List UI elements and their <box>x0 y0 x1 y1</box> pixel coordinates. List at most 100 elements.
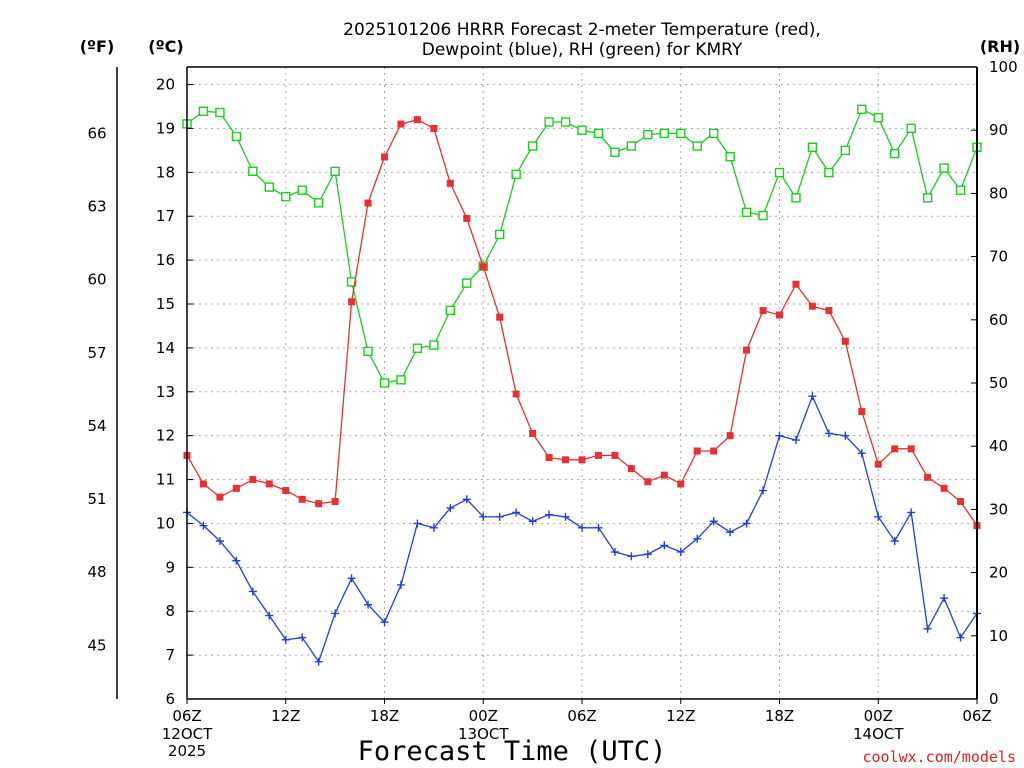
rh-tick-label: 40 <box>989 437 1008 455</box>
rh-point <box>346 277 357 287</box>
rh-point <box>824 167 834 178</box>
rh-point <box>676 128 686 139</box>
dewpoint-point <box>610 547 619 556</box>
temperature-point <box>512 390 520 398</box>
rh-point <box>955 185 966 195</box>
rh-point <box>412 343 423 353</box>
rh-point <box>873 112 883 123</box>
temperature-point <box>594 451 602 459</box>
dewpoint-point <box>874 512 883 521</box>
fahrenheit-tick-label: 48 <box>87 563 106 581</box>
dewpoint-point <box>446 504 455 513</box>
rh-point <box>297 185 307 195</box>
temperature-point <box>644 478 652 486</box>
x-tick-label: 00Z <box>864 707 893 725</box>
temperature-point <box>825 307 833 315</box>
temperature-point <box>282 487 290 495</box>
celsius-unit-label: (ºC) <box>148 37 183 56</box>
rh-point <box>248 166 258 176</box>
fahrenheit-tick-label: 54 <box>87 417 106 435</box>
rh-point <box>445 305 456 316</box>
date-label: 13OCT <box>458 725 509 743</box>
celsius-tick-label: 10 <box>156 514 175 532</box>
chart-title-line1: 2025101206 HRRR Forecast 2-meter Tempera… <box>343 20 821 40</box>
temperature-point <box>792 280 800 288</box>
rh-tick-label: 100 <box>989 58 1018 76</box>
dewpoint-point <box>462 495 471 504</box>
temperature-series <box>183 116 981 530</box>
celsius-tick-label: 11 <box>156 471 175 489</box>
rh-point <box>231 131 242 142</box>
rh-tick-label: 60 <box>989 311 1008 329</box>
temperature-point <box>660 471 668 479</box>
dewpoint-point <box>512 508 521 517</box>
fahrenheit-tick-label: 60 <box>87 271 106 289</box>
x-tick-label: 06Z <box>172 707 201 725</box>
celsius-tick-label: 16 <box>156 251 175 269</box>
dewpoint-point <box>775 431 784 440</box>
celsius-tick-label: 13 <box>156 383 175 401</box>
temperature-point <box>331 498 339 505</box>
rh-point <box>198 106 209 116</box>
dewpoint-point <box>660 541 669 550</box>
temperature-point <box>677 480 685 488</box>
temperature-point <box>841 337 849 345</box>
dewpoint-point <box>479 512 488 521</box>
celsius-tick-label: 6 <box>165 690 175 708</box>
rh-point <box>379 378 390 388</box>
temperature-point <box>545 454 553 462</box>
temperature-point <box>726 432 734 440</box>
dewpoint-point <box>759 486 768 495</box>
dewpoint-point <box>742 519 751 528</box>
rh-point <box>939 163 949 173</box>
celsius-tick-label: 17 <box>156 207 175 225</box>
temperature-point <box>249 476 257 484</box>
rh-point <box>791 193 801 203</box>
temperature-point <box>348 298 356 306</box>
rh-point <box>692 141 702 151</box>
temperature-point <box>430 124 438 132</box>
temperature-point <box>562 456 570 464</box>
date-label: 12OCT <box>162 725 213 743</box>
rh-point <box>462 278 472 288</box>
temperature-point <box>874 460 882 468</box>
rh-point <box>774 167 785 178</box>
temperature-point <box>710 447 718 455</box>
temperature-point <box>315 500 323 508</box>
celsius-tick-label: 19 <box>156 119 175 137</box>
dewpoint-point <box>643 550 652 559</box>
rh-point <box>544 117 554 127</box>
x-tick-label: 12Z <box>271 707 300 725</box>
celsius-tick-label: 15 <box>156 295 175 313</box>
rh-point <box>495 229 505 240</box>
rh-point <box>906 123 916 134</box>
rh-point <box>429 340 439 350</box>
rh-point <box>560 117 571 127</box>
rh-point <box>725 152 735 162</box>
temperature-point <box>940 484 948 492</box>
rh-point <box>264 182 274 192</box>
rh-point <box>840 145 851 156</box>
rh-point <box>643 129 653 140</box>
x-tick-label: 06Z <box>962 707 991 725</box>
x-tick-label: 06Z <box>567 707 596 725</box>
rh-point <box>741 207 752 218</box>
rh-point <box>215 107 225 118</box>
dewpoint-point <box>429 523 438 532</box>
dewpoint-point <box>495 512 504 521</box>
year-label: 2025 <box>168 742 206 760</box>
dewpoint-point <box>594 523 603 532</box>
x-tick-label: 12Z <box>666 707 695 725</box>
temperature-point <box>529 429 537 437</box>
temperature-point <box>611 451 619 459</box>
temperature-point <box>957 498 965 505</box>
grid-lines <box>186 67 978 700</box>
temperature-point <box>808 302 816 310</box>
celsius-tick-label: 20 <box>156 76 175 94</box>
rh-point <box>708 128 719 139</box>
dewpoint-point <box>693 534 702 543</box>
temperature-point <box>364 199 372 207</box>
dewpoint-point <box>956 633 965 642</box>
rh-point <box>363 346 373 357</box>
rh-tick-label: 20 <box>989 564 1008 582</box>
